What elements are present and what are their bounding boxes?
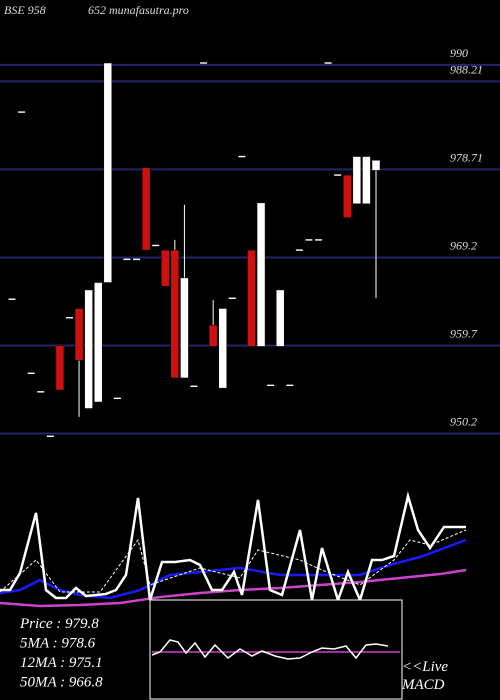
y-tick-label: 988.21: [450, 62, 483, 76]
candle-body: [161, 249, 170, 287]
candle-body: [84, 289, 93, 409]
legend-box: [0, 610, 150, 700]
candle-body: [371, 160, 381, 171]
macd-box: [149, 599, 403, 700]
candle-body: [295, 249, 303, 251]
candle-body: [55, 345, 65, 391]
candle-body: [200, 62, 208, 64]
candle-body: [208, 324, 218, 347]
candle-body: [343, 174, 352, 218]
candle-body: [238, 155, 246, 158]
legend-entry: 50MA : 966.8: [20, 675, 103, 691]
candle-body: [27, 372, 35, 375]
candle-body: [305, 239, 313, 241]
candle-body: [247, 249, 256, 347]
macd-label: <<Live: [402, 659, 448, 675]
candle-body: [267, 384, 275, 387]
candle-body: [18, 111, 26, 113]
y-tick-label: 959.7: [450, 327, 478, 341]
candle-body: [324, 62, 332, 64]
candle-body: [218, 308, 227, 389]
candle-body: [74, 308, 84, 361]
candle-body: [113, 397, 121, 400]
y-tick-label: 990: [450, 46, 468, 60]
candle-body: [352, 156, 362, 205]
legend-entry: 5MA : 978.6: [20, 636, 96, 652]
candle-body: [8, 298, 16, 300]
candle-body: [37, 391, 45, 393]
candle-body: [123, 258, 131, 261]
candle-body: [170, 249, 180, 379]
candle-body: [93, 282, 103, 403]
macd-label: MACD: [401, 677, 445, 693]
candle-body: [103, 62, 113, 283]
candle-body: [315, 239, 323, 241]
candle-body: [46, 435, 54, 437]
candle-body: [256, 202, 266, 347]
candle-body: [65, 317, 73, 319]
y-tick-label: 950.2: [450, 415, 477, 429]
y-tick-label: 978.71: [450, 150, 483, 164]
candle-body: [286, 384, 294, 387]
candle-body: [362, 156, 371, 205]
y-tick-label: 969.2: [450, 239, 477, 253]
candle-body: [334, 174, 342, 176]
candle-body: [133, 258, 141, 261]
chart-title: BSE 958: [4, 3, 46, 17]
macd-line: [151, 639, 389, 660]
candle-body: [141, 167, 151, 251]
candle-body: [275, 289, 285, 347]
legend-entry: 12MA : 975.1: [20, 655, 103, 671]
candle-body: [180, 277, 189, 379]
legend-entry: Price : 979.8: [19, 616, 99, 632]
series-line: [0, 491, 466, 605]
candle-body: [152, 244, 160, 247]
chart-title: 652 munafasutra.pro: [88, 3, 189, 17]
candle-body: [228, 297, 236, 299]
candle-body: [190, 385, 198, 387]
